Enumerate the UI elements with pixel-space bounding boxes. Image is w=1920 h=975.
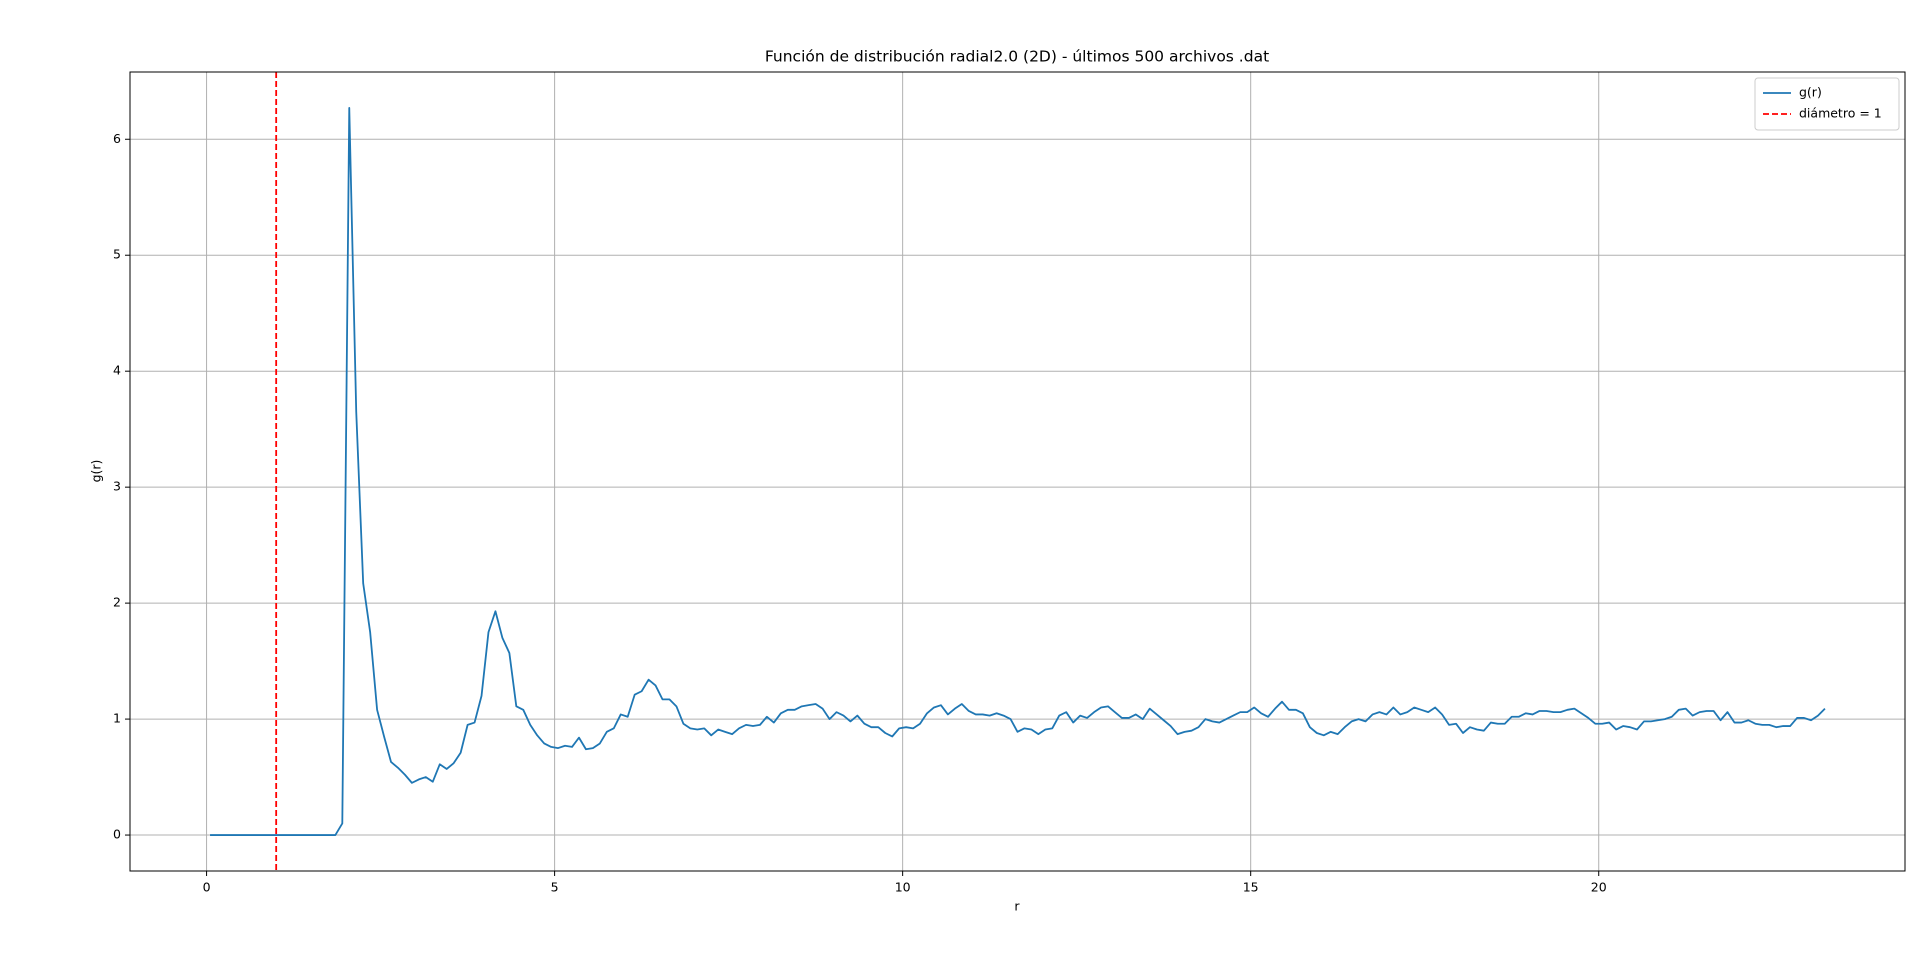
chart-title: Función de distribución radial2.0 (2D) -… — [765, 48, 1269, 66]
legend-label: g(r) — [1799, 85, 1822, 100]
x-tick-label: 20 — [1591, 880, 1607, 895]
y-tick-label: 2 — [113, 595, 121, 610]
y-tick-label: 3 — [113, 479, 121, 494]
data-line — [210, 107, 1826, 836]
x-axis-label: r — [1014, 899, 1020, 914]
x-tick-label: 0 — [203, 880, 211, 895]
x-tick-label: 15 — [1243, 880, 1259, 895]
y-tick-label: 0 — [113, 827, 121, 842]
plot-frame — [129, 71, 1906, 872]
x-tick-label: 5 — [551, 880, 559, 895]
legend-label: diámetro = 1 — [1799, 106, 1882, 121]
x-tick-label: 10 — [895, 880, 911, 895]
y-tick-label: 5 — [113, 247, 121, 262]
y-tick-label: 6 — [113, 131, 121, 146]
y-tick-label: 1 — [113, 711, 121, 726]
y-axis-label: g(r) — [89, 460, 104, 483]
legend-box — [1754, 77, 1900, 131]
y-tick-label: 4 — [113, 363, 121, 378]
